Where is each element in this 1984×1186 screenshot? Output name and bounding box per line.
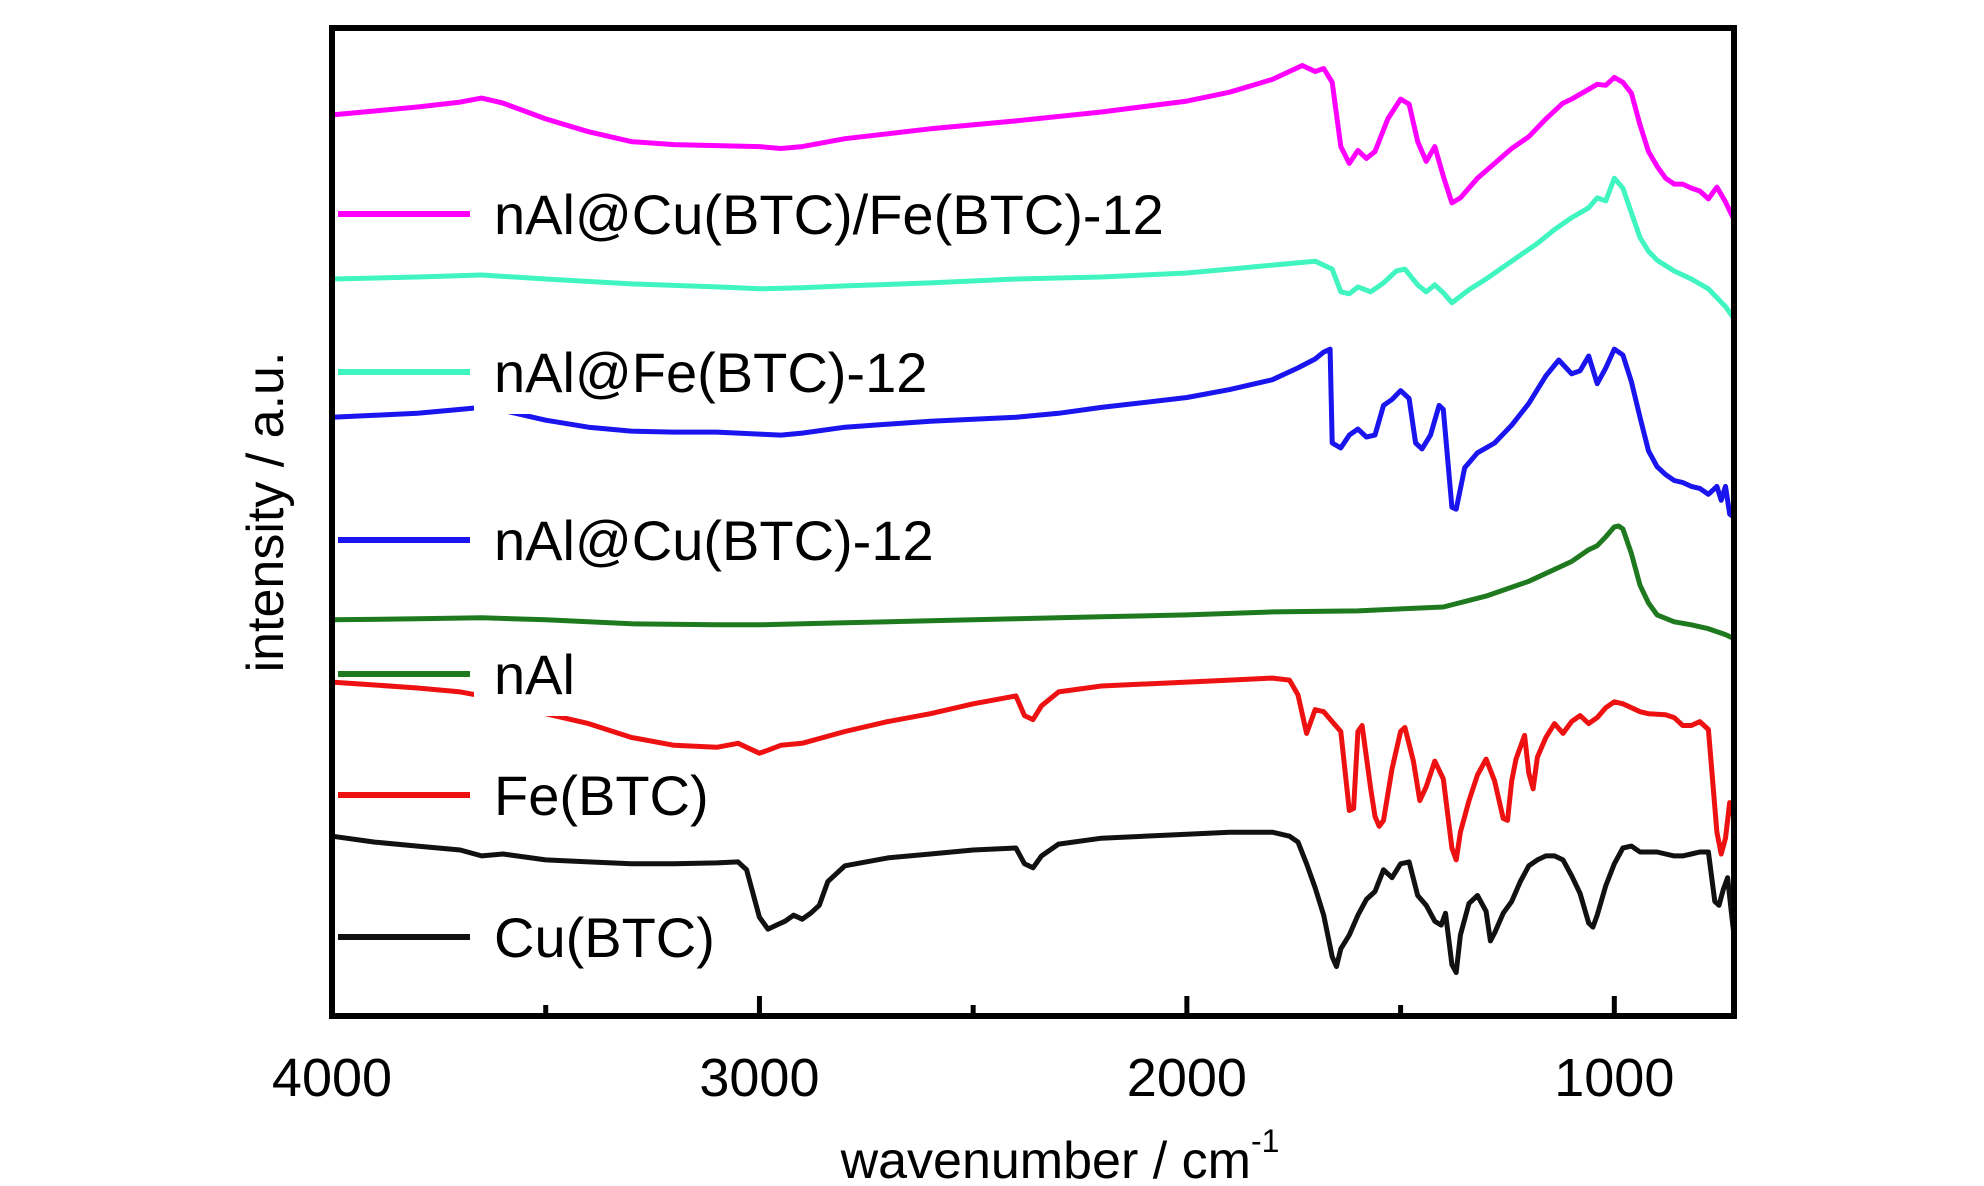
- series-line-nal: [331, 523, 1736, 641]
- series-layer: [331, 63, 1737, 975]
- x-tick-label: 1000: [1554, 1048, 1674, 1108]
- x-axis-label: wavenumber / cm-1: [840, 1123, 1280, 1181]
- x-axis-label-text: wavenumber / cm: [840, 1132, 1251, 1181]
- legend-label-cu-btc: Cu(BTC): [494, 906, 715, 969]
- x-axis-ticks: 4000 3000 2000 1000: [272, 996, 1674, 1108]
- legend-entry-background: [474, 328, 894, 414]
- series-line-nal-fe-btc-12: [331, 175, 1737, 320]
- y-axis-label: intensity / a.u.: [237, 352, 295, 673]
- legend-entry-background: [474, 630, 575, 716]
- legend-label-nal-cu-btc-fe-btc-12: nAl@Cu(BTC)/Fe(BTC)-12: [494, 183, 1164, 246]
- legend-label-nal: nAl: [494, 643, 575, 706]
- legend-entry-background: [474, 893, 691, 979]
- legend-entry-background: [474, 496, 894, 582]
- series-line-cu-btc: [331, 829, 1737, 975]
- x-axis-label-superscript: -1: [1251, 1123, 1279, 1159]
- legend-label-fe-btc: Fe(BTC): [494, 764, 709, 827]
- legend-entry-background: [474, 170, 1126, 256]
- legend-label-nal-fe-btc-12: nAl@Fe(BTC)-12: [494, 341, 927, 404]
- x-tick-label: 4000: [272, 1048, 392, 1108]
- legend-label-nal-cu-btc-12: nAl@Cu(BTC)-12: [494, 509, 934, 572]
- legend-layer: nAl@Cu(BTC)/Fe(BTC)-12 nAl@Fe(BTC)-12 nAl@…: [338, 170, 1164, 979]
- series-line-nal-cu-btc-12: [331, 346, 1736, 520]
- series-line-fe-btc: [331, 675, 1737, 863]
- series-line-nal-cu-btc-fe-btc-12: [331, 63, 1737, 221]
- plot-frame: [329, 25, 1737, 1019]
- x-tick-label: 3000: [699, 1048, 819, 1108]
- x-tick-label: 2000: [1127, 1048, 1247, 1108]
- legend-entry-background: [474, 751, 691, 837]
